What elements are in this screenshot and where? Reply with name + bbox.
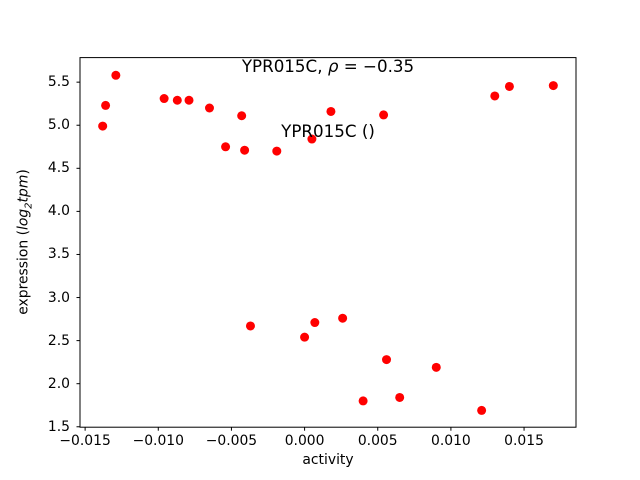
y-tick-label: 2.5 — [47, 332, 70, 349]
x-tick-label: −0.010 — [132, 433, 184, 449]
chart-title-block: YPR015C, ρ = −0.35 YPR015C () — [80, 13, 576, 185]
x-tick-label: 0.000 — [284, 433, 325, 449]
data-point — [172, 95, 182, 105]
data-point — [326, 106, 336, 116]
data-point — [98, 121, 108, 131]
ylabel-var: tpm — [15, 174, 32, 203]
x-tick-label: 0.015 — [504, 433, 544, 449]
data-point — [245, 321, 255, 331]
data-point — [221, 142, 231, 152]
data-point — [548, 81, 558, 91]
y-tick-label: 4.5 — [47, 160, 70, 177]
data-point — [204, 103, 214, 113]
x-tick-label: −0.015 — [59, 433, 111, 449]
y-tick-label: 3.5 — [47, 246, 70, 263]
x-tick-label: −0.005 — [205, 433, 258, 449]
data-point — [272, 146, 282, 156]
data-point — [159, 94, 169, 104]
y-tick-label: 5.0 — [47, 117, 70, 134]
y-tick-label: 5.5 — [47, 74, 70, 91]
x-tick-label: 0.010 — [431, 433, 471, 449]
data-point — [101, 100, 111, 110]
y-tick-label: 3.0 — [47, 289, 70, 306]
chart-title: YPR015C, ρ = −0.35 — [80, 56, 576, 78]
x-axis-label: activity — [302, 452, 354, 468]
data-point — [240, 145, 250, 155]
rho-symbol: ρ — [327, 56, 339, 76]
data-point — [395, 392, 405, 402]
y-tick-label: 4.0 — [47, 203, 70, 220]
x-tick-label: 0.005 — [357, 433, 398, 449]
rho-value: = −0.35 — [338, 56, 415, 76]
data-point — [490, 91, 500, 101]
data-point — [184, 95, 194, 105]
data-point — [300, 332, 310, 342]
data-point — [237, 111, 247, 121]
data-point — [504, 81, 514, 91]
data-point — [379, 110, 389, 120]
data-point — [382, 355, 392, 365]
chart-subtitle: YPR015C () — [281, 120, 375, 141]
y-tick-label: 2.0 — [47, 375, 70, 392]
data-point — [477, 405, 487, 415]
title-gene: YPR015C, — [241, 56, 328, 76]
data-point — [431, 362, 441, 372]
data-point — [338, 313, 348, 323]
y-tick-label: 1.5 — [47, 418, 70, 435]
data-point — [111, 70, 121, 80]
data-point — [310, 318, 320, 328]
axes-frame — [79, 57, 577, 428]
data-point — [307, 134, 317, 144]
data-point — [358, 396, 368, 406]
